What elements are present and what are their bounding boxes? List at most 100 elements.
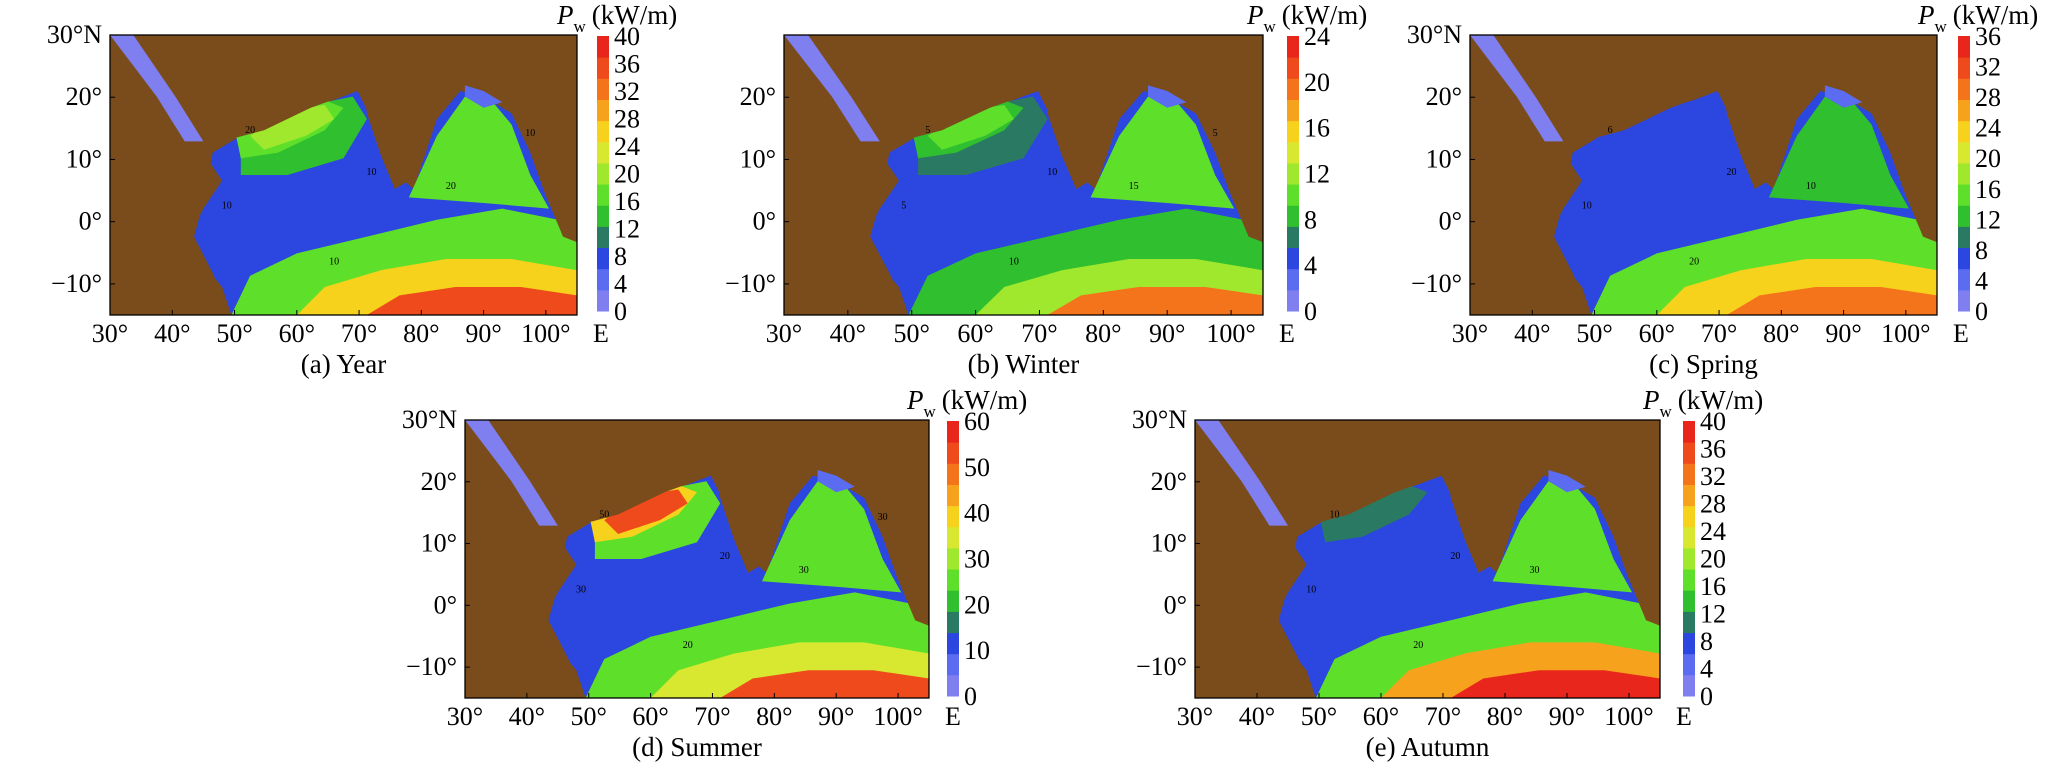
colorbar-symbol: P (906, 385, 924, 415)
colorbar-step (1683, 526, 1695, 549)
colorbar-step (947, 484, 959, 507)
colorbar-step (1683, 505, 1695, 528)
colorbar-tick-label: 24 (1975, 114, 2001, 143)
colorbar-tick-label: 12 (1700, 600, 1726, 629)
lat-tick-label: 10° (1426, 144, 1462, 173)
lon-tick-label: 50° (571, 702, 607, 731)
contour-label: 20 (446, 181, 456, 192)
arabian-sea-max (604, 489, 688, 534)
lon-tick-label: 100° (1206, 319, 1255, 348)
colorbar-step (597, 36, 609, 58)
colorbar-tick-label: 8 (614, 242, 627, 271)
contour-label: 10 (1582, 201, 1592, 212)
lon-tick-label: 60° (1639, 319, 1675, 348)
arabia-landmass (879, 35, 1096, 142)
india-landmass (1042, 35, 1148, 189)
southeast-asia-landmass (1148, 35, 1263, 243)
colorbar-step (1683, 674, 1695, 697)
map-frame (783, 34, 1264, 316)
colorbar-tick-label: 4 (1304, 251, 1317, 280)
africa-landmass (465, 536, 586, 698)
lat-tick-label: 0° (1164, 590, 1187, 619)
panel-caption: (c) Spring (1649, 349, 1758, 379)
panel-d: 50 30 20 20 30 30 30°N 20° 10° 0° −10° 30° 40° 50° 60°… (402, 385, 1027, 762)
lon-suffix: E (1676, 702, 1692, 731)
lon-tick-label: 100° (1881, 319, 1930, 348)
map-frame (464, 419, 930, 699)
india-landmass (1722, 35, 1825, 189)
colorbar-tick-label: 24 (614, 132, 640, 161)
southeast-asia-landmass (817, 420, 929, 626)
lon-tick-label: 80° (756, 702, 792, 731)
contour-label: 20 (245, 125, 255, 136)
india-landmass (715, 420, 818, 573)
colorbar-tick-label: 8 (1304, 205, 1317, 234)
contour-label: 30 (1529, 565, 1539, 576)
colorbar-step (1287, 36, 1299, 58)
panel-caption: (e) Autumn (1366, 732, 1490, 762)
colorbar-step (1287, 226, 1299, 249)
lon-tick-label: 60° (632, 702, 668, 731)
southern-ocean-band-3 (1047, 287, 1263, 315)
red-sea (465, 420, 558, 526)
southern-ocean-band-3 (1450, 670, 1660, 698)
colorbar-step (597, 99, 609, 122)
colorbar-symbol: P (1917, 0, 1935, 30)
contour-label: 15 (1129, 181, 1139, 192)
lat-tick-label: 10° (1151, 529, 1187, 558)
arabian-sea-max (927, 105, 1014, 150)
africa-landmass (110, 152, 232, 315)
colorbar-tick-label: 20 (614, 160, 640, 189)
contour-label: 20 (1413, 640, 1423, 651)
bay-of-bengal-field (762, 481, 902, 593)
contour-label: 30 (878, 512, 888, 523)
arabian-sea-max (1334, 489, 1419, 534)
colorbar-unit: (kW/m) (1282, 0, 1367, 30)
southeast-asia-landmass (464, 35, 577, 243)
contour-label: 50 (599, 509, 609, 520)
panel-caption: (d) Summer (632, 732, 762, 762)
colorbar-step (1287, 205, 1299, 227)
colorbar-step (597, 57, 609, 79)
colorbar-tick-label: 60 (964, 407, 990, 436)
colorbar-tick-label: 50 (964, 453, 990, 482)
colorbar-symbol: P (556, 0, 574, 30)
lat-tick-label: 10° (421, 529, 457, 558)
colorbar-subscript: w (924, 402, 937, 421)
colorbar-step (597, 205, 609, 227)
colorbar-unit: (kW/m) (1953, 0, 2038, 30)
colorbar-unit: (kW/m) (592, 0, 677, 30)
contour-label: 10 (222, 201, 232, 212)
lon-tick-label: 40° (509, 702, 545, 731)
lon-tick-label: 50° (1301, 702, 1337, 731)
lat-tick-label: −10° (406, 652, 457, 681)
colorbar-tick-label: 28 (1975, 83, 2001, 112)
colorbar-step (947, 632, 959, 655)
colorbar-step (1683, 547, 1695, 570)
lat-tick-label: 20° (1426, 82, 1462, 111)
africa-landmass (1470, 152, 1592, 315)
colorbar-subscript: w (1264, 17, 1277, 36)
lon-tick-label: 100° (521, 319, 570, 348)
colorbar-tick-label: 10 (964, 636, 990, 665)
colorbar-step (1958, 289, 1970, 312)
contour-label: 5 (925, 125, 930, 136)
lon-tick-label: 80° (1085, 319, 1121, 348)
colorbar-step (1287, 184, 1299, 206)
colorbar-step (597, 120, 609, 143)
southern-ocean-band-3 (1726, 287, 1937, 315)
lon-tick-label: 30° (92, 319, 128, 348)
colorbar-tick-label: 16 (1975, 175, 2001, 204)
colorbar-step (947, 421, 959, 443)
colorbar-step (1958, 57, 1970, 79)
lon-tick-label: 80° (1763, 319, 1799, 348)
colorbar-step (1287, 268, 1299, 291)
lon-tick-label: 100° (873, 702, 922, 731)
lat-tick-label: 20° (740, 82, 776, 111)
colorbar-step (1683, 569, 1695, 591)
colorbar-step (947, 526, 959, 549)
colorbar-symbol: P (1642, 385, 1660, 415)
colorbar-tick-label: 0 (1304, 297, 1317, 326)
lat-tick-label: 30°N (402, 405, 457, 434)
